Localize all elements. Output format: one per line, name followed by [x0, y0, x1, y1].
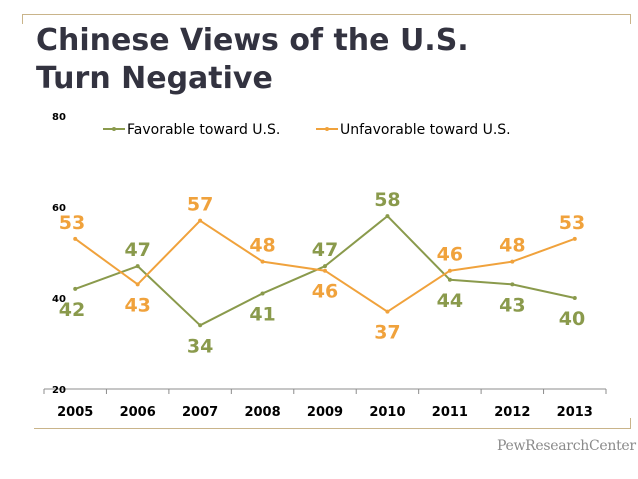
frame-bottom-right-tick: [630, 418, 631, 429]
legend-label-favorable: Favorable toward U.S.: [127, 122, 280, 138]
frame-right-tick: [630, 14, 631, 24]
x-tick-label-2008: 2008: [244, 405, 280, 420]
chart-axes: 2005 2006 2007 2008 2009 2010 2011 2012 2013 20 40…: [43, 112, 607, 420]
chart-series-lines: [73, 214, 577, 328]
y-tick-label-60: 60: [52, 203, 66, 214]
data-point-unfavorable-2009: [323, 268, 327, 273]
chart-title-line-2: Turn Negative: [36, 61, 273, 96]
x-tick-label-2011: 2011: [432, 405, 468, 420]
data-label-unfavorable-2012: 48: [499, 235, 525, 257]
x-tick-label-2006: 2006: [120, 405, 156, 420]
data-label-unfavorable-2007: 57: [187, 194, 213, 216]
data-point-favorable-2005: [73, 286, 78, 291]
data-label-favorable-2011: 44: [437, 290, 463, 312]
data-label-favorable-2006: 47: [124, 239, 150, 261]
data-point-favorable-2012: [510, 282, 515, 287]
x-tick-label-2005: 2005: [57, 405, 93, 420]
data-point-favorable-2008: [260, 291, 265, 296]
data-label-favorable-2009: 47: [312, 239, 338, 261]
y-tick-label-80: 80: [52, 112, 66, 123]
data-point-unfavorable-2005: [73, 236, 78, 241]
frame-left-tick: [22, 14, 23, 24]
data-label-unfavorable-2011: 46: [437, 244, 463, 266]
data-point-favorable-2006: [135, 264, 140, 269]
x-tick-label-2009: 2009: [307, 405, 343, 420]
data-point-unfavorable-2012: [510, 259, 515, 264]
data-label-unfavorable-2009: 46: [312, 281, 338, 303]
data-label-unfavorable-2013: 53: [559, 212, 585, 234]
data-point-favorable-2009: [323, 264, 327, 269]
data-point-unfavorable-2007: [198, 218, 203, 223]
legend-marker-unfavorable: [325, 127, 329, 131]
data-label-unfavorable-2005: 53: [59, 212, 85, 234]
y-tick-label-40: 40: [52, 294, 66, 305]
data-label-favorable-2005: 42: [59, 299, 85, 321]
data-point-favorable-2013: [572, 296, 577, 300]
data-label-favorable-2008: 41: [249, 303, 275, 325]
legend-label-unfavorable: Unfavorable toward U.S.: [340, 122, 511, 138]
data-point-favorable-2011: [447, 277, 452, 282]
chart-legend: Favorable toward U.S. Unfavorable toward …: [103, 122, 511, 138]
x-tick-label-2013: 2013: [557, 405, 593, 420]
data-label-unfavorable-2008: 48: [249, 235, 275, 257]
data-point-unfavorable-2010: [385, 309, 390, 314]
chart-title: Chinese Views of the U.S. Turn Negative: [36, 22, 596, 98]
y-tick-label-20: 20: [52, 385, 66, 396]
data-label-favorable-2007: 34: [187, 335, 213, 357]
data-point-unfavorable-2006: [135, 282, 140, 287]
x-tick-label-2010: 2010: [369, 405, 405, 420]
chart-data-labels: 42 47 34 41 47 58 44 43 40 53 43 57 48 46 37 46 48 53: [59, 189, 585, 357]
data-point-unfavorable-2011: [447, 268, 452, 273]
pew-research-center-logo: PewResearchCenter: [497, 438, 636, 454]
frame-top-border: [22, 14, 631, 15]
data-point-favorable-2010: [385, 214, 390, 219]
data-label-favorable-2012: 43: [499, 294, 525, 316]
data-point-favorable-2007: [198, 323, 203, 328]
chart-title-line-1: Chinese Views of the U.S.: [36, 23, 469, 58]
legend-marker-favorable: [112, 127, 116, 131]
data-label-unfavorable-2006: 43: [124, 294, 150, 316]
data-label-unfavorable-2010: 37: [374, 322, 400, 344]
data-label-favorable-2013: 40: [559, 308, 585, 330]
data-point-unfavorable-2008: [260, 259, 265, 264]
data-label-favorable-2010: 58: [374, 189, 400, 211]
data-point-unfavorable-2013: [572, 236, 577, 241]
x-tick-label-2007: 2007: [182, 405, 218, 420]
x-tick-label-2012: 2012: [494, 405, 530, 420]
frame-bottom-border: [34, 428, 631, 429]
